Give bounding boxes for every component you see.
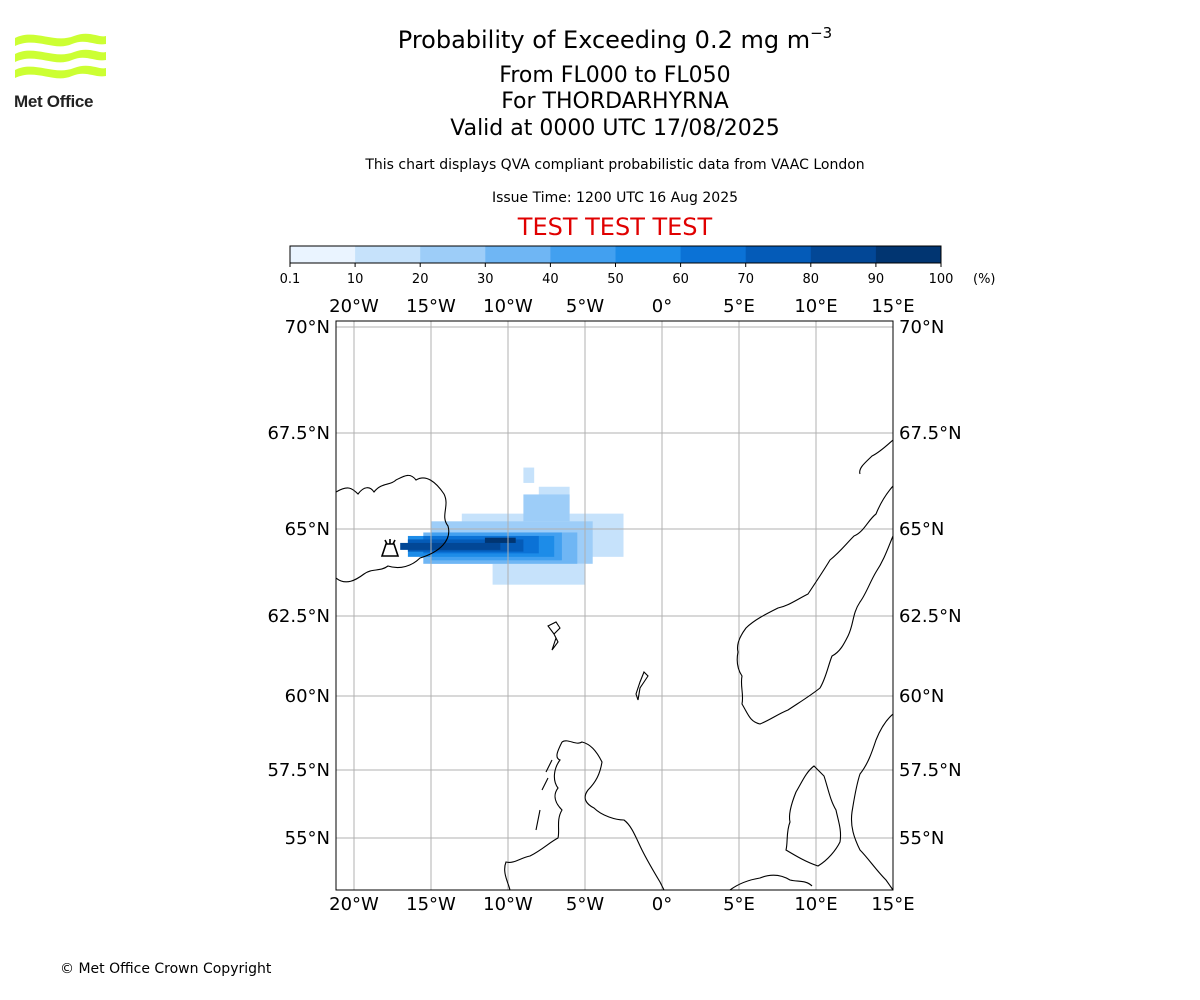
longitude-label: 10°W [483,296,533,317]
met-office-wave-icon [15,33,106,79]
colorbar-tick-label: 10 [347,272,364,287]
latitude-label: 65°N [899,519,944,540]
longitude-label: 15°E [871,296,914,317]
valid-time: Valid at 0000 UTC 17/08/2025 [450,116,780,141]
colorbar-tick-label: 80 [803,272,820,287]
colorbar-tick-label: 100 [929,272,954,287]
copyright: © Met Office Crown Copyright [60,961,272,977]
longitude-label: 5°E [723,894,755,915]
colorbar-segment [680,246,747,263]
longitude-label: 20°W [329,296,379,317]
colorbar-tick-label: 90 [868,272,885,287]
coastline-shetland [635,671,649,701]
longitude-label: 5°W [566,894,604,915]
latitude-label: 70°N [899,317,944,338]
coastline-faroes [547,621,561,651]
volcano-name: For THORDARHYRNA [501,89,729,114]
plume-cell [523,467,535,483]
longitude-label: 0° [652,894,672,915]
colorbar-tick-label: 0.1 [280,272,300,287]
longitude-label: 0° [652,296,672,317]
colorbar-segment [485,246,551,263]
latitude-label: 62.5°N [267,606,330,627]
colorbar-tick-label: 50 [607,272,624,287]
colorbar-tick-label: 60 [672,272,689,287]
latitude-label: 62.5°N [899,606,962,627]
colorbar: 0.1 10 20 30 40 50 60 70 80 90 100 (%) [280,245,996,287]
longitude-label: 10°W [483,894,533,915]
colorbar-tick-label: 70 [737,272,754,287]
coastline-norway [736,485,893,725]
colorbar-tick-label: 20 [412,272,429,287]
colorbar-segment [550,246,616,263]
longitude-label: 15°W [406,296,456,317]
colorbar-segment [355,246,421,263]
plume-cell [492,563,585,585]
longitude-label: 10°E [794,894,837,915]
met-office-logo-text: Met Office [14,92,94,111]
longitude-label: 5°E [723,296,755,317]
latitude-label: 60°N [285,686,330,707]
latitude-label: 60°N [899,686,944,707]
colorbar-segment [615,246,682,263]
coastlines [336,439,893,890]
colorbar-segment [420,246,486,263]
longitude-label: 10°E [794,296,837,317]
colorbar-segment [875,246,942,263]
coastline-denmark [785,765,842,867]
chart-title: Probability of Exceeding 0.2 mg m−3 [397,24,833,54]
colorbar-segment [810,246,877,263]
issue-time: Issue Time: 1200 UTC 16 Aug 2025 [491,190,739,206]
coastline-scotland [504,740,665,890]
coastline-germany [729,874,813,890]
latitude-label: 70°N [285,317,330,338]
coastline-norway-north [859,439,893,475]
plume-cell [523,494,570,522]
colorbar-segment [745,246,812,263]
coastline-hebrides [535,759,553,831]
met-office-logo: Met Office [14,30,114,112]
latitude-label: 67.5°N [899,423,962,444]
coastline-iceland [336,474,450,583]
map: 20°W 20°W 15°W 15°W 10°W 10°W 5°W 5°W 0° 0° 5°E 5°E… [267,296,962,915]
volcano-icon [380,539,400,557]
latitude-label: 57.5°N [267,760,330,781]
longitude-label: 5°W [566,296,604,317]
colorbar-tick-label: 40 [542,272,559,287]
longitude-label: 15°E [871,894,914,915]
ash-plume [400,467,624,585]
plume-cell [484,537,516,543]
latitude-label: 57.5°N [899,760,962,781]
test-banner: TEST TEST TEST [517,213,713,241]
colorbar-unit: (%) [973,272,996,287]
longitude-label: 15°W [406,894,456,915]
coastline-sweden [850,713,893,890]
plume-cell [400,542,501,550]
colorbar-segment [290,246,356,263]
disclaimer: This chart displays QVA compliant probab… [365,157,865,173]
latitude-label: 55°N [899,828,944,849]
latitude-label: 55°N [285,828,330,849]
colorbar-tick-label: 30 [477,272,494,287]
latitude-label: 65°N [285,519,330,540]
longitude-label: 20°W [329,894,379,915]
flight-level-range: From FL000 to FL050 [499,63,731,88]
latitude-label: 67.5°N [267,423,330,444]
